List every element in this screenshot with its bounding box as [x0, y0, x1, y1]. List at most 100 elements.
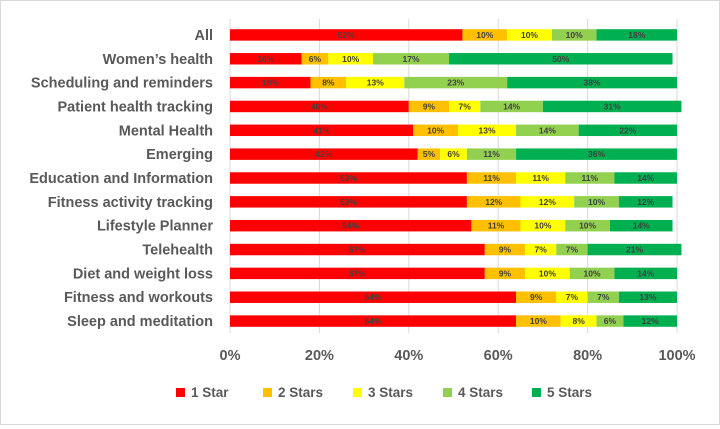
data-label: 16% — [257, 54, 274, 64]
bar-segment — [449, 53, 673, 65]
data-label: 10% — [342, 54, 359, 64]
data-label: 14% — [539, 125, 556, 135]
bar-segment — [462, 29, 508, 41]
data-label: 10% — [534, 221, 551, 231]
bar-segment — [440, 148, 467, 160]
data-label: 57% — [349, 245, 366, 255]
bar-segment — [230, 53, 302, 65]
bar-segment — [230, 172, 467, 184]
data-label: 10% — [539, 268, 556, 278]
bar-segment — [507, 76, 677, 89]
bar-segment — [413, 124, 458, 137]
x-tick-label: 80% — [573, 348, 602, 364]
data-label: 31% — [604, 101, 621, 111]
data-label: 10% — [521, 30, 538, 40]
category-label: Mental Health — [119, 123, 213, 139]
bar-segment — [569, 267, 615, 280]
data-label: 41% — [313, 125, 330, 135]
data-label: 54% — [342, 221, 359, 231]
bar-segment — [373, 53, 450, 65]
bar-segment — [230, 124, 414, 137]
category-label: Sleep and meditation — [67, 314, 213, 330]
bar-segment — [480, 100, 543, 113]
bar-segment — [596, 29, 677, 41]
category-label: Fitness activity tracking — [48, 195, 213, 211]
bar-segment — [466, 196, 521, 208]
bar-segment — [449, 100, 481, 113]
bar-segment — [484, 243, 526, 256]
bar-segment — [301, 53, 329, 65]
data-label: 42% — [315, 149, 332, 159]
bar-segment — [516, 148, 677, 160]
bar-segment — [230, 148, 418, 160]
bar-segment — [578, 124, 677, 137]
data-label: 9% — [423, 101, 436, 111]
x-tick-label: 20% — [305, 348, 334, 364]
bar-segment — [560, 315, 597, 327]
bar-segment — [516, 124, 579, 137]
data-label: 13% — [479, 125, 496, 135]
bar-segment — [574, 196, 619, 208]
legend-label: 1 Star — [191, 385, 229, 400]
category-label: All — [194, 28, 213, 44]
data-label: 36% — [588, 149, 605, 159]
data-label: 14% — [637, 173, 654, 183]
category-label: Scheduling and reminders — [31, 76, 213, 92]
bar-segment — [551, 29, 597, 41]
bar-segment — [230, 196, 467, 208]
legend-swatch — [443, 388, 452, 397]
bar-segment — [542, 100, 682, 113]
data-label: 12% — [539, 197, 556, 207]
bar-segment — [565, 219, 610, 232]
data-label: 12% — [485, 197, 502, 207]
bar-segment — [230, 76, 311, 89]
data-label: 10% — [530, 316, 547, 326]
data-label: 64% — [365, 292, 382, 302]
bar-segment — [623, 315, 677, 327]
bar-segment — [520, 196, 575, 208]
data-label: 14% — [503, 101, 520, 111]
bar-segment — [466, 172, 517, 184]
data-label: 14% — [633, 221, 650, 231]
x-tick-labels: 0% 20% 40% 60% 80% 100% — [220, 348, 696, 364]
bar-segment — [230, 29, 463, 41]
bar-segment — [417, 148, 441, 160]
bar-segment — [520, 219, 566, 232]
bar-segment — [609, 219, 673, 232]
data-label: 38% — [584, 78, 601, 88]
category-label: Lifestyle Planner — [97, 219, 213, 235]
data-label: 9% — [499, 268, 512, 278]
x-tick-label: 60% — [484, 348, 513, 364]
bar-segment — [587, 243, 682, 256]
legend-label: 4 Stars — [458, 385, 503, 400]
bar-segment — [328, 53, 374, 65]
bar-segment — [230, 243, 485, 256]
bar-segment — [618, 291, 677, 303]
bar-segment — [587, 291, 619, 303]
data-label: 6% — [447, 149, 460, 159]
x-tick-label: 40% — [394, 348, 423, 364]
data-label: 11% — [582, 173, 599, 183]
data-label: 10% — [566, 30, 583, 40]
legend-swatch — [176, 388, 185, 397]
bar-segment — [525, 243, 557, 256]
data-label: 7% — [459, 101, 472, 111]
data-label: 50% — [552, 54, 569, 64]
data-label: 10% — [588, 197, 605, 207]
data-label: 23% — [447, 78, 464, 88]
data-label: 40% — [311, 101, 328, 111]
bar-segment — [565, 172, 615, 184]
legend-label: 3 Stars — [368, 385, 413, 400]
bar-segment — [310, 76, 347, 89]
data-label: 6% — [309, 54, 322, 64]
bar-segment — [516, 315, 561, 327]
bar-segment — [457, 124, 517, 137]
bar-segment — [525, 267, 570, 280]
category-labels: All Women’s health Scheduling and reminder… — [29, 28, 213, 330]
x-tick-label: 100% — [658, 348, 695, 364]
legend-label: 2 Stars — [278, 385, 323, 400]
bars: 52% 10% 10% 10% 18% 16% 6% 10% 17% 50% 18% 8% 13% 23%… — [230, 29, 682, 327]
data-label: 53% — [340, 173, 357, 183]
data-label: 7% — [535, 245, 548, 255]
